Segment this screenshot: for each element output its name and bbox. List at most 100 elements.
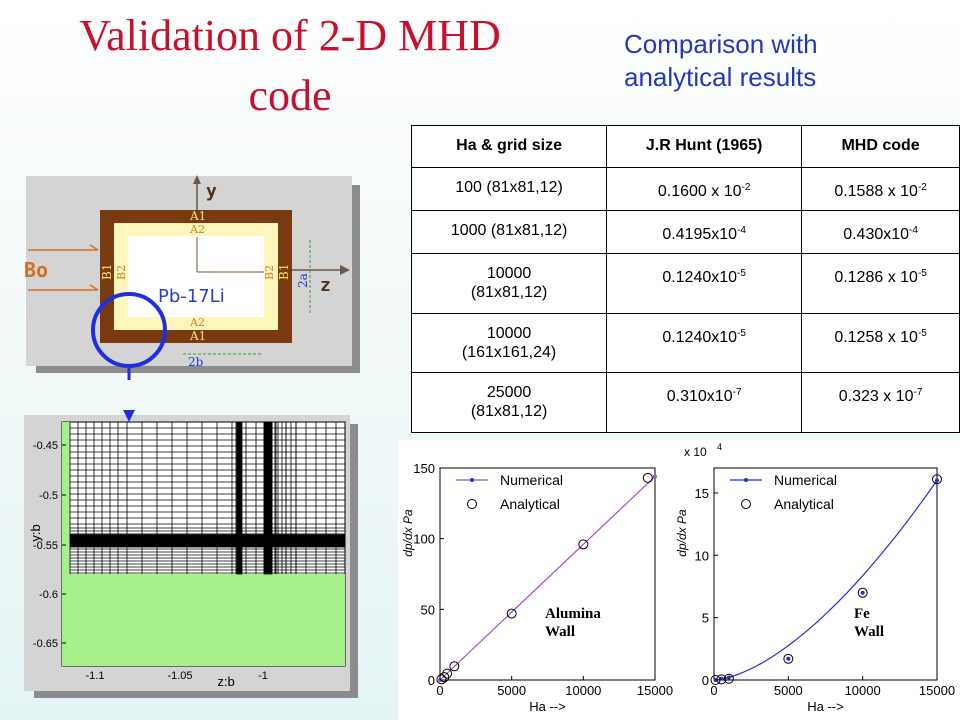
chart-annotation: Wall [854,624,884,640]
x-tick-label: 0 [436,683,443,698]
numerical-point [786,656,791,661]
cell-code-mantissa: 0.1588 x 10 [834,183,918,200]
bo-label: Bo [24,258,48,282]
label-b2-left: B2 [115,265,128,280]
label-b1-left: B1 [100,264,114,280]
cell-code: 0.430x10-4 [801,210,960,255]
numerical-line [715,480,938,681]
chart-annotation: Fe [854,606,870,622]
analytical-marker [932,474,942,485]
x-axis-label: Ha --> [807,699,843,714]
chart-1: 0 5000 10000 15000 0 50 100 150 Ha --> dp/dx Pa Nu… [401,461,673,714]
cell-hunt-exponent: -2 [741,182,751,193]
y-tick-label: 150 [413,461,435,476]
fluid-label: Pb-17Li [158,286,225,307]
x-tick-label: 5000 [774,683,803,698]
chart-legend: Numerical Analytical [456,472,563,512]
cell-ha-line: (81x81,12) [470,284,548,302]
y-axis-label: dp/dx Pa [675,509,689,557]
x-tick-label: 5000 [497,683,526,698]
mesh-xtick-label: -1.05 [167,670,192,682]
header-code: MHD code [801,125,960,168]
cell-hunt: 0.1240x10-5 [606,253,803,314]
x-axis-label: Ha --> [529,699,565,714]
cell-code-exponent: -5 [917,327,927,339]
analytical-marker [442,668,453,679]
x-tick-label: 10000 [845,683,881,698]
height-label: 2a [296,273,310,288]
page-title: Validation of 2-D MHD code [40,6,540,126]
chart-frame [439,467,656,681]
mesh-ytick-label: -0.55 [33,540,58,552]
legend-entry-numerical: Numerical [500,472,563,488]
cell-hunt-mantissa: 0.4195x10 [662,226,738,244]
header-ha: Ha & grid size [410,125,608,168]
cell-hunt: 0.1240x10-5 [606,312,803,374]
cell-hunt-mantissa: 0.1240x10 [662,269,738,287]
table-row: 1000 (81x81,12) 0.4195x10-4 0.430x10-4 [410,210,960,255]
legend-dot-swatch [470,478,474,482]
cell-ha: 10000 (161x161,24) [410,312,608,374]
legend-entry-numerical: Numerical [774,472,837,488]
cell-code: 0.323 x 10-7 [801,372,960,433]
x-tick-label: 15000 [919,683,955,698]
mesh-ytick-label: -0.6 [39,589,58,601]
mesh-ytick-label: -0.65 [33,638,58,650]
cell-hunt: 0.1600 x 10-2 [606,166,803,212]
field-arrows [28,244,99,291]
cell-hunt-exponent: -7 [732,387,742,399]
legend-dot-swatch [744,478,748,482]
y-tick-label: 15 [695,486,709,501]
mesh-dense-band [236,421,243,575]
header-hunt: J.R Hunt (1965) [606,125,803,168]
mesh-xtick-label: -1 [258,670,268,682]
y-tick-label: 5 [702,611,709,626]
mesh-xlabel: z:b [217,674,234,689]
mesh-ytick-label: -0.5 [39,490,58,502]
legend-entry-analytical: Analytical [500,496,560,512]
cell-code: 0.1258 x 10-5 [801,312,960,374]
subtitle-line-2: analytical results [624,62,817,92]
chart-legend: Numerical Analytical [730,472,837,512]
cell-ha-line: 100 (81x81,12) [455,179,563,196]
label-a1-top: A1 [189,209,206,223]
subtitle: Comparison with analytical results [624,28,818,94]
y-tick-label: 0 [702,673,709,688]
cell-code-mantissa: 0.430x10 [843,226,910,244]
analytical-marker [506,608,517,619]
analytical-marker [578,539,589,550]
label-a2-bottom: A2 [189,316,205,329]
y-tick-label: 50 [421,602,435,617]
cell-code-mantissa: 0.1286 x 10 [834,269,918,287]
cell-ha: 1000 (81x81,12) [410,210,608,255]
cell-code-exponent: -2 [917,182,927,193]
duct-schematic: y z Bo Pb-17Li A1 A2 A2 A1 B1 B2 B2 B1 2… [24,175,350,380]
mesh-ylabel: y:b [28,524,43,541]
cell-ha-line: 10000 [486,265,532,283]
cell-ha-line: 10000 [486,324,532,342]
y-tick-label: 0 [428,673,435,688]
numerical-point [860,590,865,595]
analytical-marker [783,653,794,664]
label-a1-bottom: A1 [189,329,206,343]
cell-code-exponent: -7 [913,387,923,399]
y-tick-label: 100 [413,532,435,547]
label-b2-right: B2 [263,265,276,280]
analytical-marker [716,674,727,685]
analytical-marker [723,673,734,684]
legend-marker-swatch [467,499,477,509]
numerical-line [439,476,656,681]
subtitle-line-1: Comparison with [624,29,818,59]
label-b1-right: B1 [277,264,291,280]
cell-code-mantissa: 0.323 x 10 [838,388,914,406]
cell-ha: 100 (81x81,12) [410,166,608,212]
table-row: 100 (81x81,12) 0.1600 x 10-2 0.1588 x 10-2 [410,166,960,212]
numerical-point [726,675,731,680]
cell-ha: 25000 (81x81,12) [410,372,608,433]
x-tick-label: 15000 [637,683,673,698]
legend-marker-swatch [741,499,751,509]
cell-ha-line: 1000 (81x81,12) [450,222,568,240]
cell-ha-line: (161x161,24) [461,343,557,361]
numerical-point [653,474,657,479]
